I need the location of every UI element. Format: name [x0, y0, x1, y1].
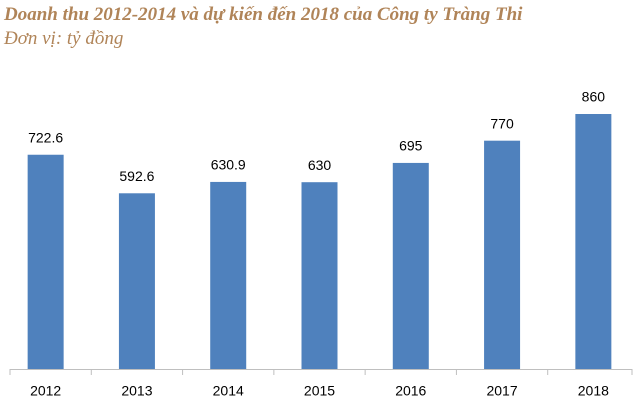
value-label: 695 [399, 138, 423, 154]
x-tick-label: 2015 [304, 383, 335, 399]
bar [301, 182, 338, 369]
bar [575, 114, 612, 369]
x-tick-label: 2017 [486, 383, 517, 399]
bar [118, 193, 155, 369]
x-tick-label: 2014 [213, 383, 244, 399]
chart-subtitle: Đơn vị: tỷ đồng [3, 28, 123, 49]
value-label: 770 [490, 115, 514, 131]
value-label: 860 [582, 89, 606, 105]
bar [27, 154, 64, 369]
x-tick-label: 2018 [578, 383, 609, 399]
chart-title: Doanh thu 2012-2014 và dự kiến đến 2018 … [3, 4, 523, 25]
bar [210, 181, 247, 369]
value-label: 630.9 [211, 157, 246, 173]
x-tick-label: 2013 [121, 383, 152, 399]
value-label: 722.6 [28, 129, 63, 145]
value-label: 592.6 [119, 168, 154, 184]
bar [392, 162, 429, 369]
bar [484, 140, 521, 369]
value-label: 630 [308, 157, 332, 173]
x-tick-label: 2012 [30, 383, 61, 399]
x-tick-label: 2016 [395, 383, 426, 399]
